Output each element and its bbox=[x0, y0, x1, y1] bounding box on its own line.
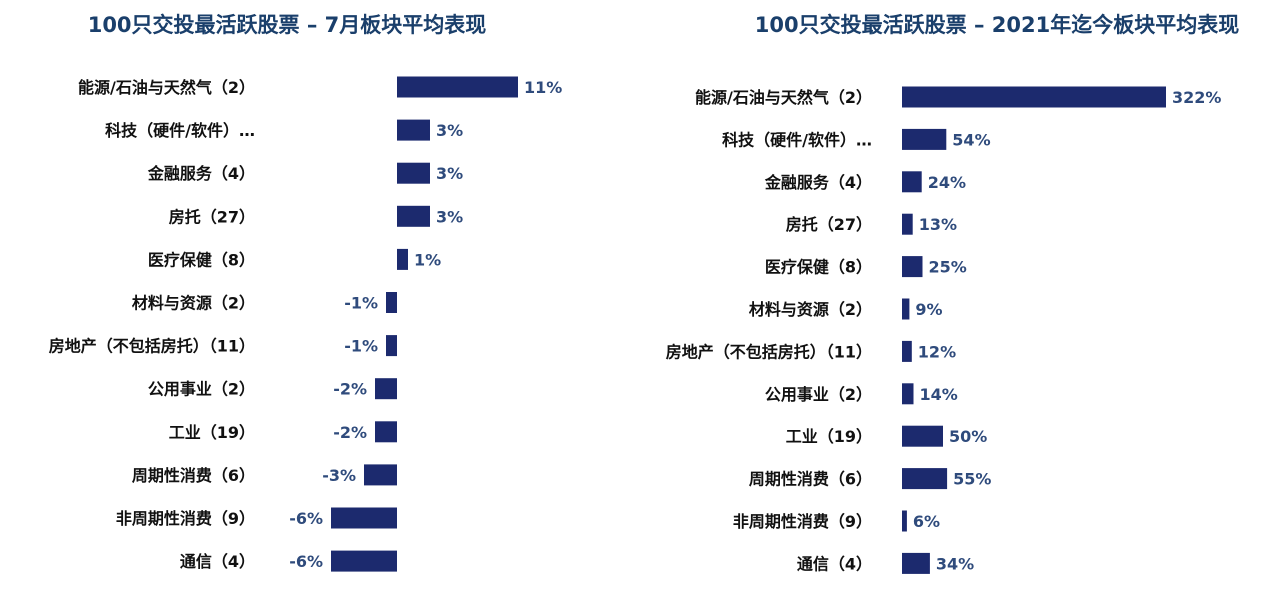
value-label: 25% bbox=[929, 258, 967, 277]
value-label: 322% bbox=[1172, 88, 1221, 107]
category-label: 通信（4） bbox=[180, 552, 255, 571]
value-label: -1% bbox=[344, 337, 378, 356]
bar bbox=[902, 510, 907, 532]
bar bbox=[902, 256, 923, 278]
category-label: 公用事业（2） bbox=[765, 385, 872, 404]
category-label: 工业（19） bbox=[786, 427, 872, 446]
category-label: 医疗保健（8） bbox=[148, 250, 255, 269]
right-bar-chart: 能源/石油与天然气（2） 322% 科技（硬件/软件）… 54% 金融服务（4） 24% 房… bbox=[666, 86, 1221, 574]
category-label: 工业（19） bbox=[169, 423, 255, 442]
value-label: 11% bbox=[524, 78, 562, 97]
value-label: 3% bbox=[436, 121, 463, 140]
category-label: 周期性消费（6） bbox=[749, 470, 872, 489]
bar bbox=[902, 86, 1166, 108]
category-label: 材料与资源（2） bbox=[132, 294, 255, 313]
bar bbox=[397, 162, 430, 184]
category-label: 能源/石油与天然气（2） bbox=[78, 78, 255, 97]
bar bbox=[902, 298, 910, 320]
bar bbox=[364, 464, 397, 486]
right-chart-title: 100只交投最活跃股票 – 2021年迄今板块平均表现 bbox=[755, 13, 1239, 37]
category-label: 金融服务（4） bbox=[764, 173, 872, 192]
left-chart-title: 100只交投最活跃股票 – 7月板块平均表现 bbox=[88, 13, 487, 37]
bar bbox=[902, 468, 948, 490]
category-label: 通信（4） bbox=[797, 554, 872, 573]
value-label: -1% bbox=[344, 294, 378, 313]
bar bbox=[386, 292, 397, 313]
bar bbox=[386, 335, 397, 357]
value-label: -6% bbox=[289, 509, 323, 528]
bar bbox=[902, 340, 912, 362]
value-label: 55% bbox=[953, 470, 991, 489]
value-label: 24% bbox=[928, 173, 966, 192]
category-label: 医疗保健（8） bbox=[765, 258, 872, 277]
value-label: 3% bbox=[436, 164, 463, 183]
bar bbox=[397, 76, 518, 98]
bar bbox=[902, 383, 914, 405]
value-label: 54% bbox=[952, 130, 990, 149]
category-label: 材料与资源（2） bbox=[749, 300, 872, 319]
bar bbox=[902, 128, 947, 150]
bar bbox=[902, 213, 913, 235]
value-label: -2% bbox=[333, 380, 367, 399]
value-label: 3% bbox=[436, 207, 463, 226]
category-label: 公用事业（2） bbox=[148, 380, 255, 399]
category-label: 非周期性消费（9） bbox=[116, 509, 255, 528]
category-label: 金融服务（4） bbox=[147, 164, 255, 183]
bar bbox=[397, 248, 408, 270]
value-label: -3% bbox=[322, 466, 356, 485]
bar bbox=[902, 425, 943, 447]
category-label: 房托（27） bbox=[786, 215, 872, 234]
value-label: 14% bbox=[920, 385, 958, 404]
value-label: -6% bbox=[289, 552, 323, 571]
bar bbox=[331, 507, 397, 529]
bar bbox=[902, 171, 922, 193]
bar bbox=[375, 378, 397, 400]
category-label: 房地产（不包括房托）（11） bbox=[49, 337, 255, 356]
bar bbox=[331, 550, 397, 572]
category-label: 周期性消费（6） bbox=[132, 466, 255, 485]
value-label: 1% bbox=[414, 250, 441, 269]
value-label: 50% bbox=[949, 427, 987, 446]
bar bbox=[375, 421, 397, 443]
bar bbox=[902, 552, 930, 574]
category-label: 房地产（不包括房托）（11） bbox=[666, 342, 872, 361]
category-label: 非周期性消费（9） bbox=[733, 512, 872, 531]
category-label: 科技（硬件/软件）… bbox=[722, 130, 872, 149]
bar bbox=[397, 205, 430, 227]
bar bbox=[397, 119, 430, 141]
value-label: 9% bbox=[915, 300, 942, 319]
left-bar-chart: 能源/石油与天然气（2） 11% 科技（硬件/软件）… 3% 金融服务（4） 3% 房托（2… bbox=[49, 76, 562, 572]
category-label: 科技（硬件/软件）… bbox=[105, 121, 255, 140]
category-label: 能源/石油与天然气（2） bbox=[695, 88, 872, 107]
value-label: 6% bbox=[913, 512, 940, 531]
category-label: 房托（27） bbox=[169, 207, 255, 226]
value-label: -2% bbox=[333, 423, 367, 442]
value-label: 34% bbox=[936, 554, 974, 573]
value-label: 12% bbox=[918, 342, 956, 361]
value-label: 13% bbox=[919, 215, 957, 234]
